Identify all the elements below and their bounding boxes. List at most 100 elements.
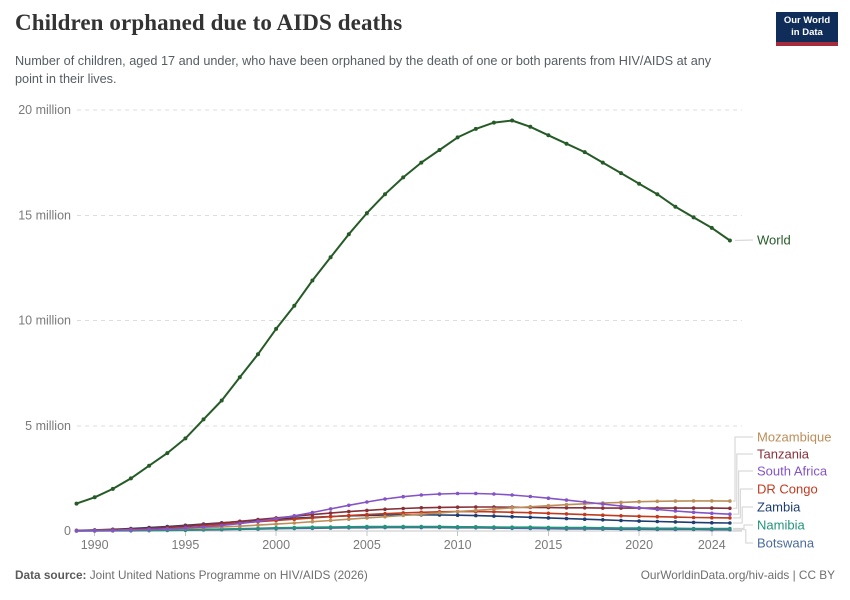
series-point-world-2013	[510, 118, 515, 123]
series-point-south-africa-2020	[637, 506, 641, 510]
series-point-world-2011	[473, 126, 478, 131]
series-point-namibia-2009	[437, 524, 442, 529]
series-point-south-africa-1994	[165, 527, 170, 531]
series-point-namibia-2003	[328, 525, 333, 529]
series-point-world-2024	[709, 225, 714, 230]
x-tick-label-2000: 2000	[262, 538, 290, 552]
series-point-dr-congo-2014	[528, 510, 533, 515]
series-point-south-africa-2008	[419, 493, 424, 497]
x-tick-label-2020: 2020	[625, 538, 653, 552]
legend-label-tanzania[interactable]: Tanzania	[757, 447, 810, 462]
x-tick-label-2005: 2005	[353, 538, 381, 552]
legend-label-south-africa[interactable]: South Africa	[757, 464, 828, 479]
series-point-namibia-2015	[546, 525, 551, 530]
legend-label-world[interactable]: World	[757, 233, 791, 248]
series-point-mozambique-2011	[474, 508, 478, 513]
series-point-mozambique-2000	[274, 522, 278, 526]
series-point-namibia-2021	[655, 526, 660, 531]
series-point-dr-congo-2015	[546, 511, 551, 516]
series-point-dr-congo-2021	[655, 514, 660, 519]
series-point-dr-congo-2005	[365, 512, 369, 517]
series-point-dr-congo-2016	[564, 512, 569, 516]
series-point-world-2018	[600, 160, 605, 165]
series-point-world-2014	[528, 124, 533, 129]
series-point-south-africa-2004	[347, 503, 351, 508]
series-point-namibia-2017	[582, 525, 587, 530]
label-connector-zambia	[732, 506, 753, 524]
series-point-zambia-2022	[673, 520, 678, 524]
series-point-world-2015	[546, 133, 551, 138]
series-point-mozambique-2007	[401, 513, 406, 518]
legend-label-dr-congo[interactable]: DR Congo	[757, 482, 818, 497]
series-point-mozambique-2003	[328, 518, 333, 523]
series-point-south-africa-1991	[111, 528, 115, 533]
series-point-world-1996	[201, 417, 206, 422]
series-point-world-2020	[637, 181, 642, 186]
owid-logo[interactable]: Our World in Data	[776, 12, 838, 46]
series-point-south-africa-2002	[310, 510, 315, 515]
series-point-tanzania-1996	[201, 522, 206, 527]
owid-attribution-link[interactable]: OurWorldinData.org/hiv-aids | CC BY	[640, 568, 835, 582]
series-point-zambia-2025	[728, 521, 732, 525]
series-point-mozambique-2013	[510, 506, 514, 510]
series-point-mozambique-2012	[492, 507, 496, 511]
series-point-south-africa-1993	[147, 527, 151, 532]
page-subtitle: Number of children, aged 17 and under, w…	[15, 54, 712, 87]
series-point-dr-congo-2020	[637, 514, 641, 519]
series-point-world-2017	[582, 150, 587, 155]
series-point-namibia-2020	[637, 526, 641, 530]
series-point-south-africa-2005	[365, 500, 369, 504]
series-point-mozambique-2016	[564, 502, 569, 507]
series-point-namibia-2005	[365, 524, 369, 529]
series-point-mozambique-2023	[691, 499, 696, 503]
legend-label-namibia[interactable]: Namibia	[757, 518, 805, 533]
series-point-tanzania-2007	[401, 506, 406, 511]
series-point-zambia-2017	[582, 517, 587, 521]
series-point-world-1992	[128, 476, 133, 481]
series-point-tanzania-2018	[601, 506, 605, 510]
series-point-dr-congo-2019	[619, 514, 623, 518]
series-point-zambia-2011	[474, 513, 478, 518]
series-point-namibia-1999	[256, 526, 260, 531]
series-point-south-africa-2019	[619, 504, 623, 508]
owid-logo-line2: in Data	[791, 27, 823, 38]
legend-label-zambia[interactable]: Zambia	[757, 500, 801, 515]
series-point-world-2012	[491, 120, 496, 125]
series-point-zambia-2012	[492, 514, 496, 518]
series-point-world-2004	[346, 232, 351, 237]
series-point-tanzania-2008	[419, 506, 424, 510]
series-point-south-africa-2013	[510, 493, 514, 497]
series-point-world-1997	[219, 398, 224, 403]
series-point-mozambique-2006	[383, 514, 387, 519]
series-point-south-africa-2014	[528, 494, 533, 499]
series-point-dr-congo-2018	[601, 513, 605, 517]
x-tick-label-2015: 2015	[534, 538, 562, 552]
series-point-namibia-2010	[455, 525, 460, 529]
series-point-zambia-2013	[510, 514, 514, 519]
series-point-mozambique-2014	[528, 505, 533, 509]
series-point-dr-congo-2012	[492, 510, 496, 514]
x-tick-label-1995: 1995	[171, 538, 199, 552]
legend-label-botswana[interactable]: Botswana	[757, 536, 815, 551]
series-point-mozambique-2008	[419, 512, 424, 516]
series-point-south-africa-2001	[292, 514, 297, 518]
series-point-mozambique-2021	[655, 499, 660, 504]
data-source-value: Joint United Nations Programme on HIV/AI…	[86, 568, 368, 582]
y-tick-label-0: 0	[64, 524, 71, 538]
series-point-tanzania-2005	[365, 508, 369, 513]
legend-label-mozambique[interactable]: Mozambique	[757, 430, 831, 445]
label-connector-botswana	[732, 529, 753, 544]
series-point-namibia-2022	[673, 526, 678, 531]
series-point-mozambique-2005	[365, 516, 369, 520]
series-point-south-africa-2009	[437, 492, 442, 496]
x-tick-label-2010: 2010	[444, 538, 472, 552]
series-point-mozambique-2022	[673, 499, 678, 503]
series-point-namibia-2012	[492, 525, 496, 529]
series-point-south-africa-1992	[129, 528, 133, 532]
label-connector-world	[734, 239, 754, 242]
series-point-namibia-2018	[601, 526, 605, 530]
series-point-world-2006	[383, 192, 387, 197]
series-point-world-2023	[691, 215, 696, 220]
